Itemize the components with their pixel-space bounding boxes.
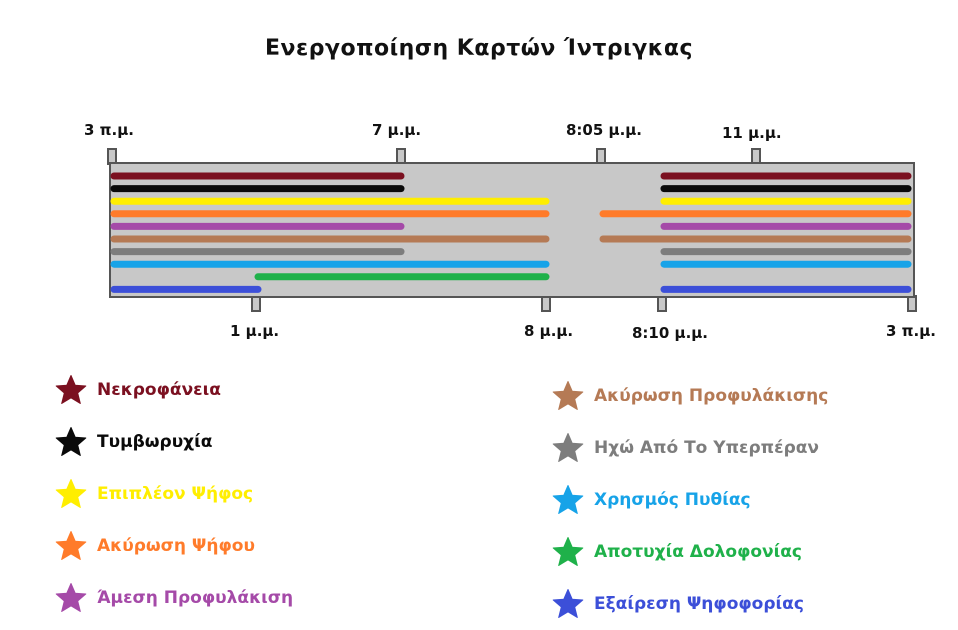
legend-right-column: Ακύρωση Προφυλάκισης Ηχώ Από Το Υπερπέρα… [552, 370, 828, 630]
legend-item: Αποτυχία Δολοφονίας [552, 526, 828, 578]
star-icon [55, 583, 87, 612]
time-label-bottom: 8:10 μ.μ. [632, 324, 708, 342]
legend-item: Χρησμός Πυθίας [552, 474, 828, 526]
star-icon [55, 427, 87, 456]
legend-item: Ακύρωση Ψήφου [55, 520, 293, 572]
legend-item: Ηχώ Από Το Υπερπέραν [552, 422, 828, 474]
legend-label: Χρησμός Πυθίας [594, 490, 751, 510]
legend-item: Άμεση Προφυλάκιση [55, 572, 293, 624]
legend-label: Ηχώ Από Το Υπερπέραν [594, 438, 820, 458]
time-label-bottom: 3 π.μ. [886, 322, 936, 340]
star-icon [552, 381, 584, 410]
legend-label: Αποτυχία Δολοφονίας [594, 542, 803, 562]
legend-label: Ακύρωση Προφυλάκισης [594, 386, 829, 406]
star-icon [55, 479, 87, 508]
legend-item: Ακύρωση Προφυλάκισης [552, 370, 828, 422]
time-label-top: 7 μ.μ. [372, 121, 421, 139]
star-icon [552, 589, 584, 618]
time-tick-top [751, 148, 761, 165]
legend-item: Εξαίρεση Ψηφοφορίας [552, 578, 828, 630]
time-label-top: 11 μ.μ. [722, 124, 782, 142]
legend-item: Νεκροφάνεια [55, 364, 293, 416]
time-tick-bottom [657, 295, 667, 312]
star-icon [552, 485, 584, 514]
legend-label: Ακύρωση Ψήφου [97, 536, 255, 556]
legend-label: Επιπλέον Ψήφος [97, 484, 254, 504]
star-icon [552, 433, 584, 462]
page-title: Ενεργοποίηση Καρτών Ίντριγκας [264, 36, 694, 61]
star-icon [552, 537, 584, 566]
star-icon [55, 375, 87, 404]
legend-label: Εξαίρεση Ψηφοφορίας [594, 594, 804, 614]
star-icon [55, 531, 87, 560]
time-tick-bottom [251, 295, 261, 312]
legend-left-column: Νεκροφάνεια Τυμβωρυχία Επιπλέον Ψήφος Ακ… [55, 364, 293, 624]
time-label-top: 8:05 μ.μ. [566, 121, 642, 139]
time-label-bottom: 1 μ.μ. [230, 322, 279, 340]
timeline-diagram: 3 π.μ. 7 μ.μ. 8:05 μ.μ. 11 μ.μ. 1 μ.μ. 8 μ.μ.… [84, 121, 936, 342]
time-label-bottom: 8 μ.μ. [524, 322, 573, 340]
time-tick-top [107, 148, 117, 165]
time-tick-bottom [907, 295, 917, 312]
time-tick-top [596, 148, 606, 165]
time-tick-bottom [541, 295, 551, 312]
time-label-top: 3 π.μ. [84, 121, 134, 139]
time-tick-top [396, 148, 406, 165]
legend-label: Άμεση Προφυλάκιση [97, 588, 294, 608]
legend-label: Τυμβωρυχία [97, 432, 213, 452]
legend-item: Επιπλέον Ψήφος [55, 468, 293, 520]
legend-item: Τυμβωρυχία [55, 416, 293, 468]
legend-label: Νεκροφάνεια [97, 380, 221, 400]
